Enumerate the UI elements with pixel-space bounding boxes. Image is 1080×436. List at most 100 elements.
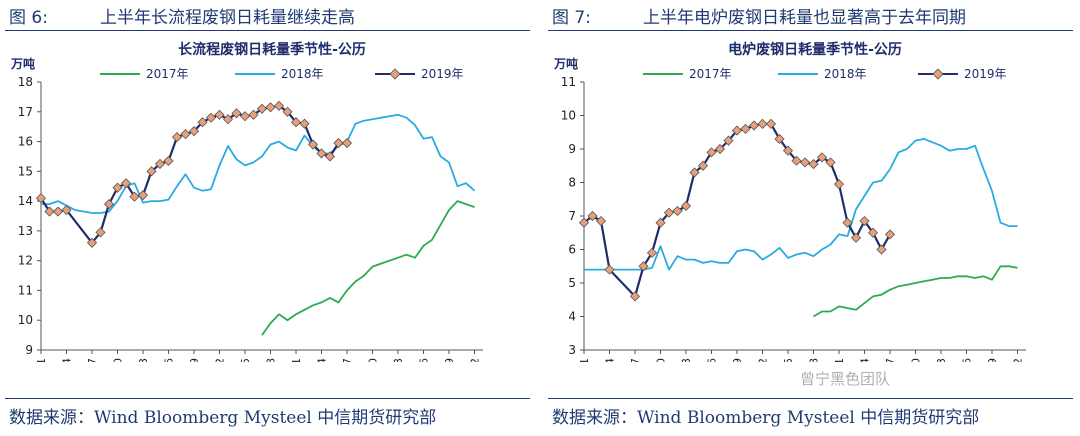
y-tick-label: 11 [561,75,576,89]
y-unit-label: 万吨 [10,56,35,71]
y-tick-label: 4 [568,310,576,324]
x-tick-label: W13 [680,358,693,362]
series-point-2019 [876,244,887,255]
legend-marker-2019 [932,68,944,80]
series-point-2019 [163,155,174,166]
series-point-2019 [714,143,726,155]
series-point-2019 [748,120,760,131]
x-tick-label: W46 [961,358,974,362]
series-point-2019 [774,133,785,145]
series-point-2019 [290,117,302,128]
legend-label-2017: 2017年 [146,67,189,81]
series-point-2019 [689,167,700,178]
y-tick-label: 10 [18,313,33,327]
series-point-2019 [867,227,879,238]
figure-6-source: 数据来源：Wind Bloomberg Mysteel 中信期货研究部 [9,408,437,428]
x-tick-label: W28 [265,358,278,362]
x-tick-label: W28 [808,358,821,362]
legend-marker-2019 [389,68,401,80]
series-point-2019 [120,178,132,189]
figure-7-footer: 数据来源：Wind Bloomberg Mysteel 中信期货研究部 [548,398,1073,429]
series-point-2019 [884,229,896,240]
series-point-2019 [816,152,828,163]
x-tick-label: W7 [629,358,642,362]
legend-label-2018: 2018年 [824,67,867,81]
x-tick-label: W40 [367,358,380,362]
x-tick-label: W1 [578,358,591,362]
series-point-2019 [137,190,149,201]
series-point-2019 [103,199,115,210]
figure-7-number: 图 7: [552,8,591,28]
figure-7-header: 图 7: 上半年电炉废钢日耗量也显著高于去年同期 [548,0,1073,31]
x-tick-label: W52 [1012,358,1025,362]
x-tick-label: W34 [859,358,872,362]
series-point-2019 [248,109,259,120]
series-point-2019 [663,207,675,218]
series-line-2018 [584,138,1018,271]
figure-6-panel: 图 6: 上半年长流程废钢日耗量继续走高 长流程废钢日耗量季节性-公历万吨 201… [5,0,530,436]
y-tick-label: 17 [18,105,33,119]
series-point-2019 [231,108,242,119]
series-point-2019 [222,114,234,125]
y-tick-label: 6 [568,243,576,257]
series-point-2019 [307,139,319,150]
series-point-2019 [697,160,709,171]
series-point-2019 [273,100,285,111]
series-point-2019 [791,155,802,166]
series-point-2019 [850,232,862,243]
series-point-2019 [578,217,590,228]
series-point-2019 [859,215,870,227]
series-point-2019 [316,148,327,159]
series-point-2019 [180,129,191,140]
x-tick-label: W19 [188,358,201,362]
x-tick-label: W19 [731,358,744,362]
x-tick-label: W7 [86,358,99,362]
x-tick-label: W34 [316,358,329,362]
y-tick-label: 3 [568,343,576,357]
figure-6-number: 图 6: [9,8,48,28]
x-tick-label: W31 [833,358,846,362]
x-tick-label: W16 [706,358,719,362]
series-point-2019 [833,179,845,190]
y-tick-label: 15 [18,164,33,178]
series-point-2019 [154,158,166,169]
x-tick-label: W40 [910,358,923,362]
series-point-2019 [757,118,768,129]
series-point-2019 [341,137,353,149]
series-point-2019 [731,125,743,136]
x-tick-label: W4 [61,358,74,362]
series-point-2019 [629,291,641,302]
chart-title: 电炉废钢日耗量季节性-公历 [728,41,902,58]
series-point-2019 [197,117,208,128]
series-point-2019 [35,193,47,204]
series-point-2019 [256,103,268,114]
series-point-2019 [740,123,751,134]
y-tick-label: 11 [18,283,33,297]
series-point-2019 [44,206,55,217]
series-point-2019 [799,157,811,168]
y-tick-label: 7 [568,209,576,223]
x-tick-label: W37 [884,358,897,362]
series-point-2019 [324,151,336,162]
series-point-2019 [655,217,666,228]
x-tick-label: W46 [418,358,431,362]
x-tick-label: W25 [239,358,252,362]
series-point-2019 [52,206,64,217]
x-tick-label: W37 [341,358,354,362]
chart-title: 长流程废钢日耗量季节性-公历 [178,41,366,58]
series-point-2019 [86,237,98,248]
series-point-2019 [112,182,123,193]
series-point-2019 [782,145,794,156]
series-point-2019 [680,200,692,212]
series-point-2019 [61,204,72,216]
x-tick-label: W22 [214,358,227,362]
x-tick-label: W52 [469,358,482,362]
figure-6-header: 图 6: 上半年长流程废钢日耗量继续走高 [5,0,530,31]
x-tick-label: W10 [655,358,668,362]
x-tick-label: W22 [757,358,770,362]
series-point-2019 [604,264,615,275]
series-line-2017 [813,265,1018,318]
y-unit-label: 万吨 [553,56,578,71]
series-point-2019 [95,227,106,238]
